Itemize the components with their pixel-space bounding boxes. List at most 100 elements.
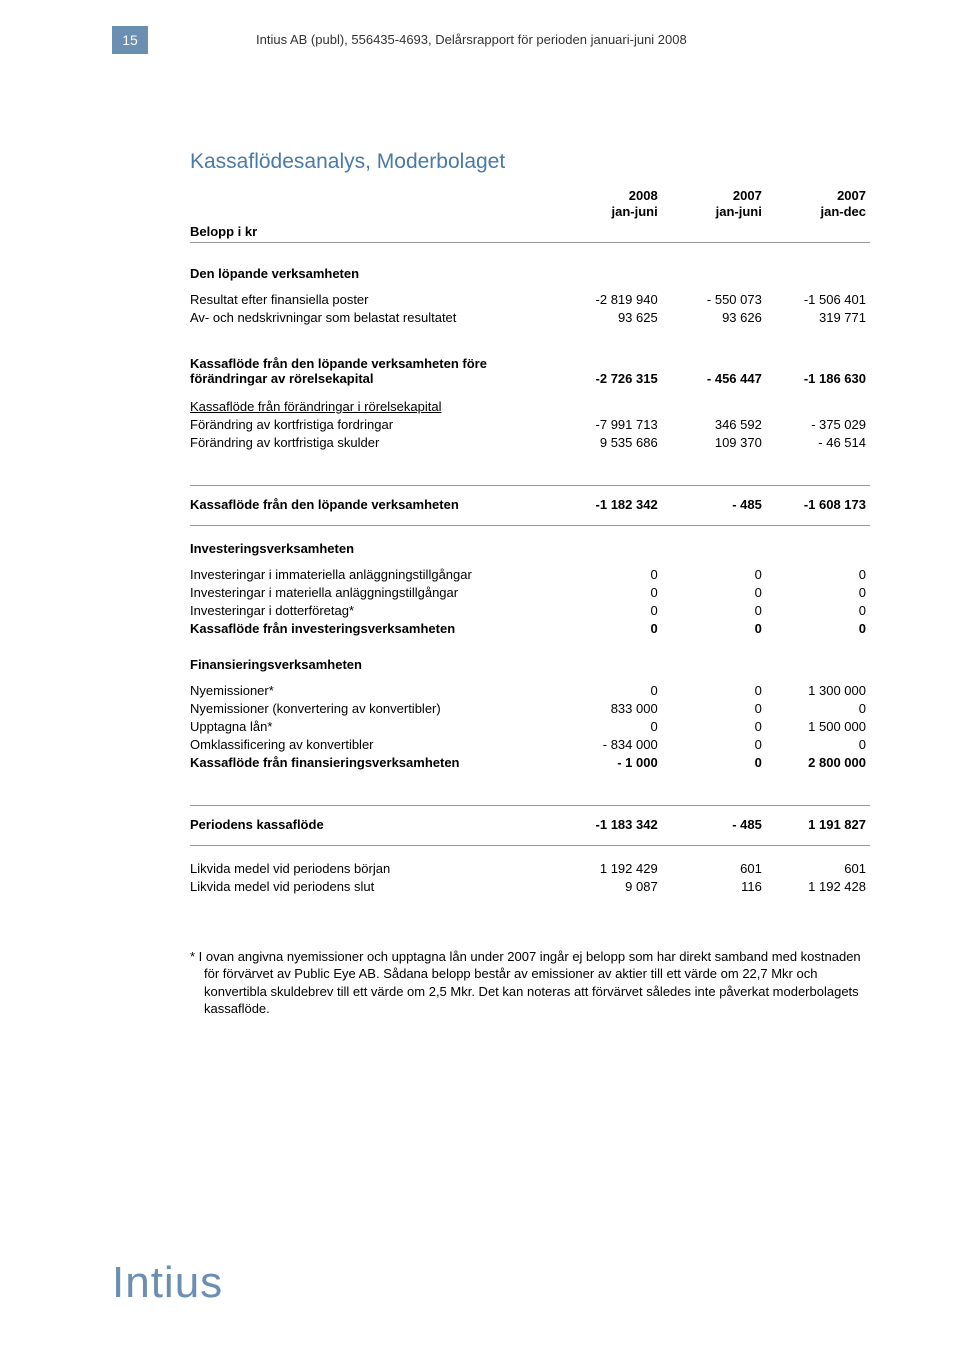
- row-label: Omklassificering av konvertibler: [190, 736, 558, 754]
- cell: [558, 223, 662, 241]
- row-val-1: -7 991 713: [558, 416, 662, 434]
- row-val-3: - 375 029: [766, 416, 870, 434]
- row-label: Nyemissioner (konvertering av konvertibl…: [190, 700, 558, 718]
- row-val-1: 9 087: [558, 878, 662, 896]
- row-val-3: 0: [766, 736, 870, 754]
- row-val-3: 1 300 000: [766, 682, 870, 700]
- cell: [558, 656, 662, 674]
- company-logo: Intius: [112, 1258, 223, 1308]
- cell: [558, 398, 662, 416]
- row-val-3: 0: [766, 620, 870, 638]
- header-spacer: [190, 186, 558, 223]
- row-label: Förändring av kortfristiga skulder: [190, 434, 558, 452]
- cell: [662, 540, 766, 558]
- row-val-2: - 550 073: [662, 291, 766, 309]
- subtotal-label: Kassaflöde från den löpande verksamheten…: [190, 355, 558, 388]
- row-label: Av- och nedskrivningar som belastat resu…: [190, 309, 558, 327]
- table-row: Periodens kassaflöde-1 183 342- 4851 191…: [190, 816, 870, 834]
- subtotal-2: - 485: [662, 496, 766, 514]
- table-row: Upptagna lån*001 500 000: [190, 718, 870, 736]
- table-row: Förändring av kortfristiga fordringar-7 …: [190, 416, 870, 434]
- row-val-2: 0: [662, 718, 766, 736]
- subtotal-3: 1 191 827: [766, 816, 870, 834]
- table-row: Den löpande verksamheten: [190, 265, 870, 283]
- report-header: Intius AB (publ), 556435-4693, Delårsrap…: [256, 32, 687, 47]
- row-label: Investeringar i immateriella anläggnings…: [190, 566, 558, 584]
- row-val-2: 0: [662, 700, 766, 718]
- footnote-text: * I ovan angivna nyemissioner och upptag…: [190, 948, 870, 1018]
- cell: [766, 656, 870, 674]
- table-row: Investeringar i dotterföretag*000: [190, 602, 870, 620]
- table-row: Kassaflöde från investeringsverksamheten…: [190, 620, 870, 638]
- cell: [662, 398, 766, 416]
- table-row: Förändring av kortfristiga skulder9 535 …: [190, 434, 870, 452]
- row-val-2: 109 370: [662, 434, 766, 452]
- row-val-2: 346 592: [662, 416, 766, 434]
- row-val-3: 0: [766, 584, 870, 602]
- row-label: Investeringar i dotterföretag*: [190, 602, 558, 620]
- row-label: Förändring av kortfristiga fordringar: [190, 416, 558, 434]
- row-label: Kassaflöde från finansieringsverksamhete…: [190, 754, 558, 772]
- page-number-badge: 15: [112, 26, 148, 54]
- cell: [662, 656, 766, 674]
- row-val-2: 0: [662, 584, 766, 602]
- col-header-2: 2007jan-juni: [662, 186, 766, 223]
- cell: [558, 540, 662, 558]
- row-val-2: 0: [662, 620, 766, 638]
- row-val-1: 0: [558, 718, 662, 736]
- cell: [662, 223, 766, 241]
- row-label: Kassaflöde från investeringsverksamheten: [190, 620, 558, 638]
- row-val-1: -2 819 940: [558, 291, 662, 309]
- row-val-1: 0: [558, 620, 662, 638]
- row-val-3: 0: [766, 602, 870, 620]
- table-row: Finansieringsverksamheten: [190, 656, 870, 674]
- table-row: Likvida medel vid periodens början1 192 …: [190, 860, 870, 878]
- row-val-1: 9 535 686: [558, 434, 662, 452]
- cell: [766, 265, 870, 283]
- table-row: Kassaflöde från den löpande verksamheten…: [190, 496, 870, 514]
- row-val-1: 0: [558, 584, 662, 602]
- cell: [558, 265, 662, 283]
- table-row: Likvida medel vid periodens slut9 087116…: [190, 878, 870, 896]
- section-heading: Investeringsverksamheten: [190, 540, 558, 558]
- table-row: Kassaflöde från förändringar i rörelseka…: [190, 398, 870, 416]
- table-row: Kassaflöde från finansieringsverksamhete…: [190, 754, 870, 772]
- table-row: Resultat efter finansiella poster-2 819 …: [190, 291, 870, 309]
- row-label: Nyemissioner*: [190, 682, 558, 700]
- table-row: Av- och nedskrivningar som belastat resu…: [190, 309, 870, 327]
- table-row: Omklassificering av konvertibler- 834 00…: [190, 736, 870, 754]
- cell: [662, 265, 766, 283]
- row-val-1: - 1 000: [558, 754, 662, 772]
- table-row: Investeringar i immateriella anläggnings…: [190, 566, 870, 584]
- section-heading: Finansieringsverksamheten: [190, 656, 558, 674]
- cashflow-table: 2008jan-juni2007jan-juni2007jan-decBelop…: [190, 186, 870, 914]
- subtotal-1: -2 726 315: [558, 355, 662, 388]
- row-val-1: 93 625: [558, 309, 662, 327]
- subtotal-3: -1 186 630: [766, 355, 870, 388]
- row-val-3: 1 500 000: [766, 718, 870, 736]
- row-val-3: - 46 514: [766, 434, 870, 452]
- row-val-1: 0: [558, 682, 662, 700]
- row-val-2: 116: [662, 878, 766, 896]
- cell: [766, 223, 870, 241]
- table-row: Investeringsverksamheten: [190, 540, 870, 558]
- cell: [766, 398, 870, 416]
- subtotal-2: - 485: [662, 816, 766, 834]
- subtotal-label: Kassaflöde från den löpande verksamheten: [190, 496, 558, 514]
- cell: [766, 540, 870, 558]
- content-area: Kassaflödesanalys, Moderbolaget 2008jan-…: [190, 150, 870, 1018]
- row-val-3: 0: [766, 566, 870, 584]
- row-val-3: 0: [766, 700, 870, 718]
- table-row: Kassaflöde från den löpande verksamheten…: [190, 355, 870, 388]
- row-val-1: 1 192 429: [558, 860, 662, 878]
- table-row: 2008jan-juni2007jan-juni2007jan-dec: [190, 186, 870, 223]
- row-val-1: 0: [558, 566, 662, 584]
- row-val-2: 601: [662, 860, 766, 878]
- row-val-2: 0: [662, 736, 766, 754]
- col-header-3: 2007jan-dec: [766, 186, 870, 223]
- section-heading: Den löpande verksamheten: [190, 265, 558, 283]
- section-subhead: Kassaflöde från förändringar i rörelseka…: [190, 398, 558, 416]
- row-label: Resultat efter finansiella poster: [190, 291, 558, 309]
- table-row: Investeringar i materiella anläggningsti…: [190, 584, 870, 602]
- subtotal-1: -1 183 342: [558, 816, 662, 834]
